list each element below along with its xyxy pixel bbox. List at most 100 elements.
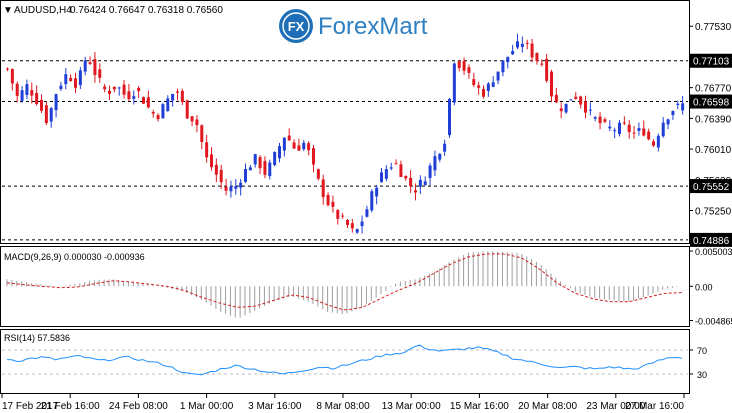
- candle-body: [195, 119, 199, 126]
- candle-body: [666, 119, 670, 125]
- candle: [520, 36, 524, 53]
- candle: [49, 106, 53, 128]
- candle-body: [448, 98, 451, 136]
- candle: [545, 53, 549, 83]
- candle-body: [331, 201, 335, 207]
- candle-body: [462, 61, 466, 71]
- candle-body: [122, 84, 126, 95]
- candle-body: [108, 90, 111, 94]
- candle: [501, 60, 505, 77]
- rsi-title: RSI(14) 57.5836: [4, 333, 70, 343]
- candle-body: [579, 96, 583, 105]
- candle: [584, 95, 587, 119]
- candle: [10, 68, 14, 91]
- candle-body: [409, 177, 413, 187]
- candle: [365, 205, 369, 218]
- candle-body: [394, 163, 398, 165]
- candle-body: [350, 223, 354, 229]
- candle-body: [248, 167, 252, 171]
- candle-body: [20, 90, 24, 101]
- time-axis-label: 20 Mar 08:00: [518, 401, 577, 412]
- candle-body: [588, 109, 592, 111]
- candle-body: [520, 43, 524, 48]
- candle-body: [156, 115, 160, 120]
- candle-body: [132, 96, 136, 99]
- candle: [103, 83, 107, 93]
- candle-body: [550, 71, 553, 97]
- candle: [64, 68, 68, 90]
- candle-body: [10, 69, 14, 84]
- time-axis-label: 15 Mar 16:00: [450, 401, 509, 412]
- candle-body: [64, 74, 68, 85]
- candle: [312, 145, 315, 173]
- candle-body: [438, 153, 442, 160]
- candle: [142, 96, 145, 104]
- candle: [637, 122, 641, 136]
- macd-axis-label: -0.004865: [695, 317, 732, 327]
- candle-body: [312, 148, 315, 165]
- candle-body: [399, 164, 403, 177]
- candle-body: [540, 63, 544, 65]
- candle: [83, 56, 87, 76]
- price-axis-label: 0.76770: [695, 84, 732, 95]
- candle-body: [341, 215, 345, 217]
- candle-body: [151, 112, 155, 114]
- candle: [146, 90, 150, 109]
- header-arrow-icon[interactable]: ▼: [3, 5, 13, 16]
- candle: [258, 155, 262, 175]
- time-axis-label: 21 Feb 16:00: [41, 401, 100, 412]
- candle-body: [618, 122, 621, 134]
- candle: [214, 158, 218, 183]
- level-price-label: 0.77103: [693, 57, 730, 68]
- candle-body: [30, 90, 34, 96]
- candle: [326, 192, 330, 207]
- candle-body: [258, 157, 262, 169]
- candle: [74, 72, 77, 94]
- candle: [574, 91, 578, 100]
- candle: [268, 159, 272, 180]
- logo-mark-icon: [279, 9, 313, 43]
- candle: [384, 165, 388, 182]
- candle-body: [78, 70, 82, 86]
- logo-text-mart: Mart: [379, 13, 427, 40]
- candle: [229, 180, 233, 198]
- candle: [69, 74, 73, 82]
- candle-body: [137, 87, 141, 92]
- candle-body: [171, 93, 175, 101]
- candle-body: [661, 122, 665, 137]
- candle: [535, 52, 539, 65]
- level-price-badge: [690, 94, 732, 109]
- candle: [550, 69, 553, 103]
- candle: [564, 103, 568, 114]
- candle-body: [423, 181, 427, 186]
- candle: [302, 139, 306, 152]
- candle: [433, 150, 437, 176]
- candle-body: [185, 100, 189, 119]
- candle: [579, 95, 583, 109]
- candle: [54, 93, 58, 118]
- candle-body: [559, 108, 563, 112]
- rsi-axis-label: 70: [697, 346, 707, 356]
- candle: [525, 39, 529, 50]
- candle-body: [127, 91, 131, 100]
- candle: [418, 175, 422, 195]
- macd-axis-label: 0.005003: [695, 247, 732, 257]
- candle-body: [418, 179, 422, 187]
- candle: [248, 164, 252, 171]
- candle-body: [6, 68, 9, 70]
- candle-body: [593, 117, 597, 119]
- candle: [185, 99, 189, 119]
- candle-body: [627, 124, 631, 133]
- candle-body: [224, 186, 228, 191]
- candle-body: [516, 41, 519, 48]
- candle-body: [545, 58, 549, 81]
- candle: [428, 163, 432, 186]
- candle: [632, 126, 636, 139]
- candle: [647, 128, 651, 141]
- time-axis-label: 24 Feb 08:00: [109, 401, 168, 412]
- candle-body: [278, 146, 281, 159]
- candle: [98, 63, 102, 83]
- candle-body: [200, 125, 204, 142]
- candle-body: [525, 42, 529, 44]
- candle: [282, 137, 286, 157]
